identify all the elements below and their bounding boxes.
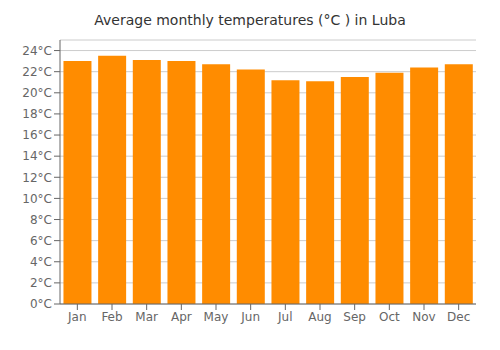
- svg-text:Nov: Nov: [412, 310, 435, 324]
- svg-text:Feb: Feb: [101, 310, 122, 324]
- svg-text:18°C: 18°C: [22, 107, 52, 121]
- svg-text:16°C: 16°C: [22, 128, 52, 142]
- svg-text:10°C: 10°C: [22, 192, 52, 206]
- svg-text:Dec: Dec: [447, 310, 470, 324]
- svg-text:Jun: Jun: [240, 310, 260, 324]
- svg-text:12°C: 12°C: [22, 171, 52, 185]
- svg-text:Jan: Jan: [67, 310, 87, 324]
- svg-text:6°C: 6°C: [30, 234, 52, 248]
- svg-text:Mar: Mar: [135, 310, 158, 324]
- svg-text:Aug: Aug: [308, 310, 331, 324]
- svg-text:8°C: 8°C: [30, 213, 52, 227]
- svg-text:Oct: Oct: [379, 310, 400, 324]
- svg-text:2°C: 2°C: [30, 276, 52, 290]
- svg-text:20°C: 20°C: [22, 86, 52, 100]
- svg-text:Jul: Jul: [277, 310, 292, 324]
- svg-text:14°C: 14°C: [22, 149, 52, 163]
- svg-text:Apr: Apr: [171, 310, 192, 324]
- svg-text:4°C: 4°C: [30, 255, 52, 269]
- svg-text:24°C: 24°C: [22, 44, 52, 58]
- html-text:Average monthly temperatures (: Average monthly temperatures (°C ) in Lu…: [94, 12, 406, 28]
- svg-text:May: May: [204, 310, 229, 324]
- svg-text:0°C: 0°C: [30, 297, 52, 311]
- svg-text:22°C: 22°C: [22, 65, 52, 79]
- svg-text:Sep: Sep: [343, 310, 366, 324]
